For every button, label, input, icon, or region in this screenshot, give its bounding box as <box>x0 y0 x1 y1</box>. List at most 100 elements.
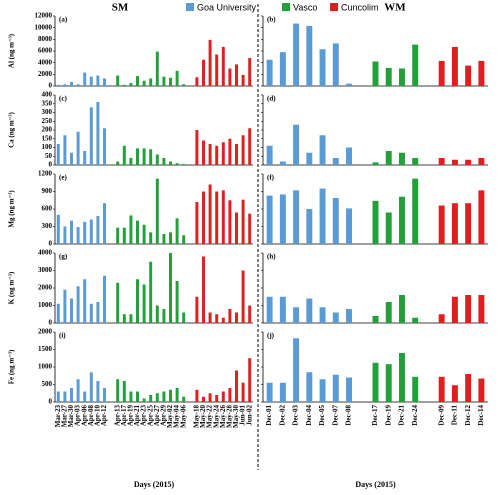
bar <box>293 338 300 402</box>
panel-label: (a) <box>59 16 68 24</box>
bar <box>266 59 273 86</box>
y-tick-label: 0 <box>49 161 53 169</box>
bar <box>76 227 80 244</box>
x-tick-label: Mar-30 <box>67 405 75 428</box>
bar <box>346 208 353 244</box>
y-tick-label: 300 <box>42 108 53 116</box>
bar <box>175 70 179 86</box>
x-tick-label: May-24 <box>212 405 220 428</box>
bar <box>89 76 93 86</box>
bar <box>195 77 199 86</box>
x-tick-label: Dec-14 <box>477 405 485 426</box>
bar <box>175 388 179 402</box>
bar <box>306 209 313 244</box>
bar <box>129 83 133 86</box>
bar <box>89 107 93 165</box>
x-tick-label: Jun-01 <box>239 405 247 426</box>
y-tick-label: 4000 <box>38 58 53 66</box>
bar <box>372 61 379 86</box>
bar <box>412 376 419 402</box>
x-tick-label: Apr-08 <box>87 405 95 427</box>
bar <box>96 216 100 244</box>
bar <box>70 220 73 244</box>
y-tick-label: 100 <box>42 143 53 151</box>
bar <box>385 151 392 165</box>
bar <box>195 389 199 402</box>
x-tick-label: Dec-17 <box>371 405 379 426</box>
bar <box>56 303 60 323</box>
bar <box>385 212 392 244</box>
bar <box>70 388 73 402</box>
x-tick-label: Apr-03 <box>74 405 82 427</box>
bar <box>96 381 100 402</box>
bar <box>122 84 126 86</box>
bar <box>208 393 212 402</box>
y-tick-label: 1200 <box>38 170 53 178</box>
bar <box>149 395 153 402</box>
bar <box>248 58 252 86</box>
x-tick-label: May-18 <box>193 405 201 428</box>
bar <box>293 124 300 165</box>
bar <box>142 148 146 165</box>
bar <box>116 227 120 244</box>
bar <box>235 144 238 165</box>
bar <box>478 378 485 402</box>
bar <box>221 317 225 323</box>
y-axis-label: Fe (ng m⁻³) <box>8 349 16 384</box>
bar <box>149 261 153 323</box>
bar <box>162 309 166 323</box>
x-tick-label: Mar-23 <box>54 405 62 428</box>
bar <box>332 197 339 244</box>
y-tick-label: 1000 <box>38 301 53 309</box>
bar <box>241 270 245 323</box>
bar <box>70 152 73 165</box>
bar <box>235 64 238 86</box>
legend-label: Goa University <box>197 2 257 12</box>
x-tick-label: Dec-24 <box>411 405 419 426</box>
bar <box>63 391 67 402</box>
bar <box>478 60 485 86</box>
bar <box>96 302 100 323</box>
bar <box>83 279 87 323</box>
bar <box>142 224 146 244</box>
x-tick-label: Dec-04 <box>305 405 313 426</box>
bar <box>228 68 232 86</box>
bar <box>136 220 139 244</box>
bar <box>235 312 238 323</box>
bar <box>319 379 326 402</box>
x-tick-label: May-02 <box>166 405 174 428</box>
bar <box>293 23 300 86</box>
bar <box>169 232 172 244</box>
bar <box>142 398 146 402</box>
bar <box>465 159 472 165</box>
y-tick-label: 4000 <box>38 249 53 257</box>
bar <box>83 391 87 402</box>
bar <box>202 140 205 165</box>
bar <box>398 353 405 402</box>
x-tick-label: Apr-29 <box>160 405 168 427</box>
bar <box>202 59 205 86</box>
bar <box>306 298 313 323</box>
bar <box>56 144 60 165</box>
bar <box>182 235 186 244</box>
bar <box>319 307 326 323</box>
bar <box>155 178 159 244</box>
y-tick-label: 300 <box>42 222 53 230</box>
bar <box>182 396 186 402</box>
bar <box>175 281 179 323</box>
x-tick-label: May-22 <box>206 405 214 428</box>
bar <box>136 391 139 402</box>
bar <box>169 161 172 165</box>
y-tick-label: 2000 <box>38 284 53 292</box>
bar <box>103 203 106 244</box>
bar <box>385 364 392 402</box>
bar <box>76 84 80 86</box>
y-tick-label: 600 <box>42 205 53 213</box>
bar <box>182 84 186 86</box>
y-tick-label: 2000 <box>38 70 53 78</box>
bar <box>228 138 232 165</box>
bar <box>63 226 67 244</box>
bar <box>175 163 179 165</box>
bar <box>346 309 353 323</box>
bar <box>221 391 225 402</box>
